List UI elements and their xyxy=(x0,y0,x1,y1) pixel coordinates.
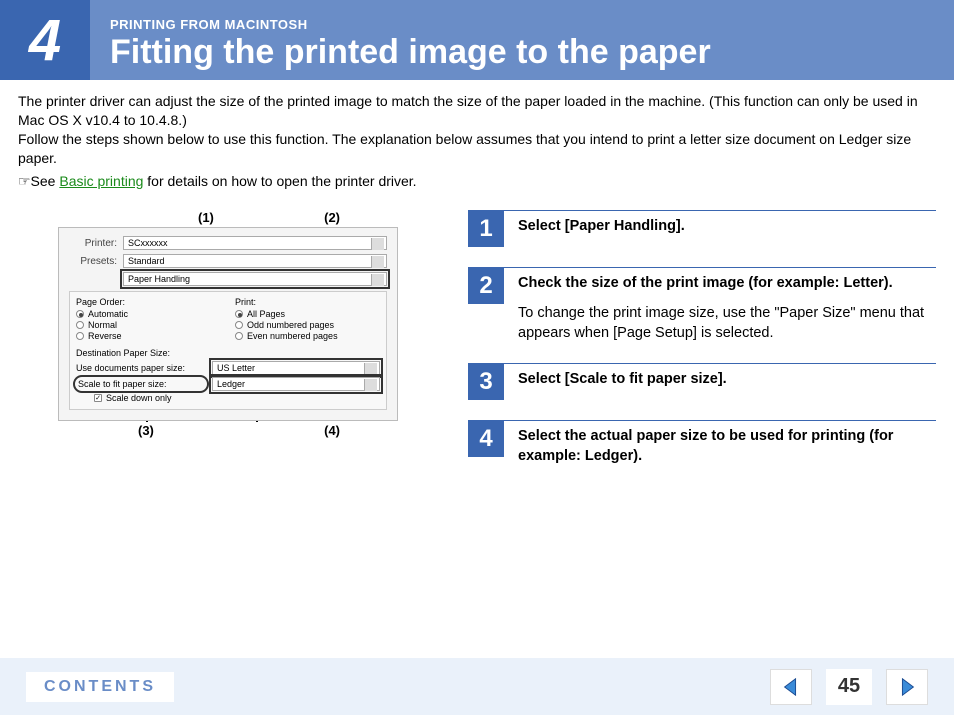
footer-bar: CONTENTS 45 xyxy=(0,655,954,715)
contents-button[interactable]: CONTENTS xyxy=(26,672,174,702)
page-header: 4 PRINTING FROM MACINTOSH Fitting the pr… xyxy=(0,0,954,80)
dest-scale-radio[interactable]: Scale to fit paper size: xyxy=(76,378,206,390)
intro-see-line: ☞See Basic printing for details on how t… xyxy=(18,172,936,191)
pr-odd[interactable]: Odd numbered pages xyxy=(235,320,380,330)
callouts-top: (1) (2) xyxy=(58,210,398,227)
step-2: 2 Check the size of the print image (for… xyxy=(468,267,936,343)
prev-page-button[interactable] xyxy=(770,669,812,705)
dest-scale-select[interactable]: Ledger xyxy=(212,377,380,391)
pointer-icon: ☞See xyxy=(18,173,59,189)
printer-label: Printer: xyxy=(69,238,123,249)
callout-4: (4) xyxy=(324,423,340,438)
step-3-title: Select [Scale to fit paper size]. xyxy=(518,371,727,387)
header-title: Fitting the printed image to the paper xyxy=(110,34,934,71)
dest-usedoc-val: US Letter xyxy=(217,363,255,373)
presets-select[interactable]: Standard xyxy=(123,254,387,268)
see-suffix: for details on how to open the printer d… xyxy=(143,173,416,189)
printer-value: SCxxxxxx xyxy=(128,238,168,248)
content-columns: (1) (2) Printer: SCxxxxxx Presets: Stand… xyxy=(18,210,936,486)
dest-scale-row: Scale to fit paper size: Ledger xyxy=(76,377,380,391)
dest-usedoc-label: Use documents paper size: xyxy=(76,363,185,373)
callout-3: (3) xyxy=(138,423,154,438)
scale-down-label: Scale down only xyxy=(106,393,172,403)
footer-right: 45 xyxy=(770,669,928,705)
step-4-title: Select the actual paper size to be used … xyxy=(518,428,893,464)
page-order-col: Page Order: Automatic Normal Reverse xyxy=(76,297,221,342)
scale-down-check[interactable]: Scale down only xyxy=(94,393,380,403)
intro-p2: Follow the steps shown below to use this… xyxy=(18,130,936,168)
pr-even[interactable]: Even numbered pages xyxy=(235,331,380,341)
dest-scale-sel-wrap: Ledger xyxy=(212,377,380,391)
po-normal-label: Normal xyxy=(88,320,117,330)
dest-scale-label: Scale to fit paper size: xyxy=(78,379,167,389)
print-label: Print: xyxy=(235,297,380,307)
callout-1: (1) xyxy=(198,210,214,225)
step-1-num: 1 xyxy=(468,211,504,247)
step-3-num: 3 xyxy=(468,364,504,400)
page-order-label: Page Order: xyxy=(76,297,221,307)
presets-value: Standard xyxy=(128,256,165,266)
po-reverse-label: Reverse xyxy=(88,331,122,341)
step-3: 3 Select [Scale to fit paper size]. xyxy=(468,363,936,400)
dest-usedoc-radio[interactable]: Use documents paper size: xyxy=(76,363,206,373)
pr-all[interactable]: All Pages xyxy=(235,309,380,319)
panel-value: Paper Handling xyxy=(128,274,190,284)
presets-row: Presets: Standard xyxy=(69,254,387,268)
dialog-wrap: (1) (2) Printer: SCxxxxxx Presets: Stand… xyxy=(58,210,398,486)
steps-column: 1 Select [Paper Handling]. 2 Check the s… xyxy=(468,210,936,486)
callout-2: (2) xyxy=(324,210,340,225)
step-2-num: 2 xyxy=(468,268,504,304)
presets-label: Presets: xyxy=(69,256,123,267)
printer-row: Printer: SCxxxxxx xyxy=(69,236,387,250)
dest-usedoc-sel-wrap: US Letter xyxy=(212,361,380,375)
basic-printing-link[interactable]: Basic printing xyxy=(59,173,143,189)
dest-title: Destination Paper Size: xyxy=(76,348,380,358)
step-4: 4 Select the actual paper size to be use… xyxy=(468,420,936,466)
step-3-text: Select [Scale to fit paper size]. xyxy=(518,370,727,390)
dest-usedoc-select[interactable]: US Letter xyxy=(212,361,380,375)
step-2-sub: To change the print image size, use the … xyxy=(518,304,936,343)
pr-odd-label: Odd numbered pages xyxy=(247,320,334,330)
step-1-text: Select [Paper Handling]. xyxy=(518,217,685,237)
pr-all-label: All Pages xyxy=(247,309,285,319)
next-page-button[interactable] xyxy=(886,669,928,705)
options-cols: Page Order: Automatic Normal Reverse Pri… xyxy=(76,297,380,342)
body-area: The printer driver can adjust the size o… xyxy=(0,80,954,486)
chapter-number: 4 xyxy=(29,7,61,74)
po-auto-label: Automatic xyxy=(88,309,128,319)
po-auto[interactable]: Automatic xyxy=(76,309,221,319)
print-dialog: Printer: SCxxxxxx Presets: Standard Pape… xyxy=(58,227,398,421)
intro-p1: The printer driver can adjust the size o… xyxy=(18,92,936,130)
step-1: 1 Select [Paper Handling]. xyxy=(468,210,936,247)
page-number: 45 xyxy=(826,669,872,705)
arrow-right-icon xyxy=(896,676,918,698)
options-box: Page Order: Automatic Normal Reverse Pri… xyxy=(69,291,387,410)
header-titles: PRINTING FROM MACINTOSH Fitting the prin… xyxy=(90,0,954,80)
panel-row: Paper Handling xyxy=(69,272,387,286)
step-2-title: Check the size of the print image (for e… xyxy=(518,275,893,291)
po-reverse[interactable]: Reverse xyxy=(76,331,221,341)
step-4-text: Select the actual paper size to be used … xyxy=(518,427,936,466)
dest-usedoc-row: Use documents paper size: US Letter xyxy=(76,361,380,375)
step-4-num: 4 xyxy=(468,421,504,457)
dest-scale-val: Ledger xyxy=(217,379,245,389)
step-1-title: Select [Paper Handling]. xyxy=(518,218,685,234)
intro-text: The printer driver can adjust the size o… xyxy=(18,92,936,190)
po-normal[interactable]: Normal xyxy=(76,320,221,330)
callouts-bottom: (3) (4) xyxy=(58,421,398,438)
pr-even-label: Even numbered pages xyxy=(247,331,338,341)
print-col: Print: All Pages Odd numbered pages Even… xyxy=(235,297,380,342)
header-subtitle: PRINTING FROM MACINTOSH xyxy=(110,17,934,32)
printer-select[interactable]: SCxxxxxx xyxy=(123,236,387,250)
panel-select[interactable]: Paper Handling xyxy=(123,272,387,286)
screenshot-column: (1) (2) Printer: SCxxxxxx Presets: Stand… xyxy=(18,210,438,486)
chapter-number-box: 4 xyxy=(0,0,90,80)
step-2-text: Check the size of the print image (for e… xyxy=(518,274,936,343)
arrow-left-icon xyxy=(780,676,802,698)
